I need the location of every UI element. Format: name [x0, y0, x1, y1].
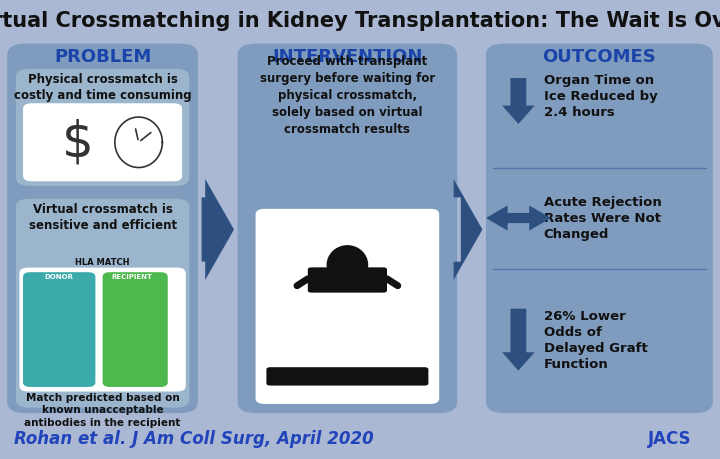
Text: OUTCOMES: OUTCOMES: [543, 48, 656, 67]
Text: Rohan et al. J Am Coll Surg, April 2020: Rohan et al. J Am Coll Surg, April 2020: [14, 430, 374, 448]
FancyBboxPatch shape: [7, 44, 198, 413]
Text: $: $: [61, 118, 94, 166]
FancyBboxPatch shape: [23, 272, 95, 387]
FancyBboxPatch shape: [256, 209, 439, 404]
Text: Organ Time on
Ice Reduced by
2.4 hours: Organ Time on Ice Reduced by 2.4 hours: [544, 74, 657, 119]
FancyBboxPatch shape: [16, 69, 189, 186]
Text: 26% Lower
Odds of
Delayed Graft
Function: 26% Lower Odds of Delayed Graft Function: [544, 310, 647, 371]
Text: HLA MATCH: HLA MATCH: [76, 257, 130, 267]
Text: Virtual crossmatch is
sensitive and efficient: Virtual crossmatch is sensitive and effi…: [29, 203, 176, 232]
Text: Virtual Crossmatching in Kidney Transplantation: The Wait Is Over: Virtual Crossmatching in Kidney Transpla…: [0, 11, 720, 32]
FancyBboxPatch shape: [23, 103, 182, 181]
Text: Match predicted based on
known unacceptable
antibodies in the recipient: Match predicted based on known unaccepta…: [24, 393, 181, 428]
Text: Physical crossmatch is
costly and time consuming: Physical crossmatch is costly and time c…: [14, 73, 192, 102]
FancyBboxPatch shape: [266, 367, 428, 386]
FancyBboxPatch shape: [19, 268, 186, 392]
Text: RECIPIENT: RECIPIENT: [111, 274, 152, 280]
FancyBboxPatch shape: [103, 272, 168, 387]
Polygon shape: [486, 206, 551, 230]
FancyBboxPatch shape: [238, 44, 457, 413]
Text: INTERVENTION: INTERVENTION: [272, 48, 423, 67]
FancyBboxPatch shape: [16, 199, 189, 408]
Polygon shape: [454, 179, 482, 280]
Polygon shape: [202, 179, 234, 280]
Polygon shape: [503, 308, 534, 371]
Text: DONOR: DONOR: [45, 274, 73, 280]
FancyBboxPatch shape: [308, 267, 387, 293]
Text: Proceed with transplant
surgery before waiting for
physical crossmatch,
solely b: Proceed with transplant surgery before w…: [260, 55, 435, 136]
Text: PROBLEM: PROBLEM: [54, 48, 151, 67]
Polygon shape: [328, 246, 368, 284]
FancyBboxPatch shape: [486, 44, 713, 413]
Polygon shape: [503, 78, 534, 124]
Text: JACS: JACS: [648, 430, 691, 448]
Text: Acute Rejection
Rates Were Not
Changed: Acute Rejection Rates Were Not Changed: [544, 196, 662, 241]
